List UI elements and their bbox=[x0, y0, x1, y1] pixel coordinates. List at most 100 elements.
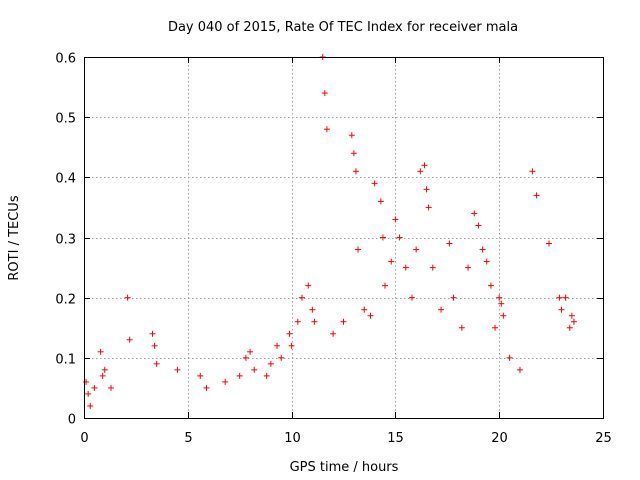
data-point bbox=[388, 258, 395, 265]
data-point bbox=[568, 312, 575, 319]
data-point bbox=[197, 372, 204, 379]
data-point bbox=[107, 384, 114, 391]
y-tick-label: 0.4 bbox=[55, 172, 76, 187]
data-point bbox=[203, 384, 210, 391]
y-tick-label: 0 bbox=[68, 413, 76, 428]
data-point bbox=[371, 180, 378, 187]
data-point bbox=[379, 234, 386, 241]
grid bbox=[84, 57, 603, 418]
x-tick-label: 0 bbox=[80, 431, 88, 446]
x-axis-label: GPS time / hours bbox=[290, 460, 399, 475]
data-point bbox=[417, 168, 424, 175]
data-point bbox=[298, 294, 305, 301]
data-point bbox=[91, 384, 98, 391]
data-point bbox=[516, 366, 523, 373]
x-tick-label: 20 bbox=[491, 431, 508, 446]
data-point bbox=[458, 324, 465, 331]
data-point bbox=[483, 258, 490, 265]
data-point bbox=[294, 318, 301, 325]
y-tick-label: 0.6 bbox=[55, 52, 76, 67]
data-point bbox=[311, 318, 318, 325]
data-point bbox=[425, 204, 432, 211]
data-point bbox=[242, 354, 249, 361]
data-point bbox=[340, 318, 347, 325]
data-point bbox=[286, 330, 293, 337]
data-point bbox=[529, 168, 536, 175]
data-point bbox=[500, 312, 507, 319]
data-point bbox=[236, 372, 243, 379]
data-point bbox=[126, 336, 133, 343]
data-point bbox=[409, 294, 416, 301]
data-point bbox=[101, 366, 108, 373]
data-point bbox=[174, 366, 181, 373]
data-point bbox=[83, 378, 90, 385]
data-point bbox=[392, 216, 399, 223]
data-point bbox=[533, 192, 540, 199]
axis-ticks: 0 5 10 15 20 25 0 0.1 0.2 0.3 0.4 0.5 0.6 bbox=[55, 52, 611, 447]
data-point bbox=[153, 360, 160, 367]
data-point bbox=[546, 240, 553, 247]
x-tick-label: 25 bbox=[595, 431, 612, 446]
data-point bbox=[438, 306, 445, 313]
data-point bbox=[85, 390, 92, 397]
data-point bbox=[305, 282, 312, 289]
data-points bbox=[83, 54, 577, 409]
y-tick-label: 0.5 bbox=[55, 112, 76, 127]
data-point bbox=[87, 402, 94, 409]
chart-title: Day 040 of 2015, Rate Of TEC Index for r… bbox=[168, 20, 518, 35]
data-point bbox=[251, 366, 258, 373]
data-point bbox=[350, 150, 357, 157]
data-point bbox=[498, 300, 505, 307]
data-point bbox=[506, 354, 513, 361]
data-point bbox=[151, 342, 158, 349]
data-point bbox=[566, 324, 573, 331]
data-point bbox=[487, 282, 494, 289]
data-point bbox=[471, 210, 478, 217]
data-point bbox=[558, 306, 565, 313]
data-point bbox=[450, 294, 457, 301]
data-point bbox=[423, 186, 430, 193]
data-point bbox=[267, 360, 274, 367]
data-point bbox=[475, 222, 482, 229]
data-point bbox=[323, 126, 330, 133]
data-point bbox=[263, 372, 270, 379]
data-point bbox=[570, 318, 577, 325]
data-point bbox=[321, 90, 328, 97]
data-point bbox=[288, 342, 295, 349]
data-point bbox=[496, 294, 503, 301]
data-point bbox=[124, 294, 131, 301]
data-point bbox=[396, 234, 403, 241]
data-point bbox=[382, 282, 389, 289]
x-tick-label: 5 bbox=[184, 431, 192, 446]
data-point bbox=[465, 264, 472, 271]
data-point bbox=[429, 264, 436, 271]
data-point bbox=[562, 294, 569, 301]
data-point bbox=[402, 264, 409, 271]
data-point bbox=[222, 378, 229, 385]
data-point bbox=[377, 198, 384, 205]
y-axis-label: ROTI / TECUs bbox=[7, 195, 22, 280]
data-point bbox=[330, 330, 337, 337]
data-point bbox=[355, 246, 362, 253]
data-point bbox=[367, 312, 374, 319]
data-point bbox=[309, 306, 316, 313]
data-point bbox=[247, 348, 254, 355]
x-tick-label: 15 bbox=[387, 431, 404, 446]
data-point bbox=[352, 168, 359, 175]
y-tick-label: 0.1 bbox=[55, 353, 76, 368]
data-point bbox=[492, 324, 499, 331]
data-point bbox=[479, 246, 486, 253]
x-tick-label: 10 bbox=[284, 431, 301, 446]
data-point bbox=[99, 372, 106, 379]
y-tick-label: 0.2 bbox=[55, 293, 76, 308]
data-point bbox=[361, 306, 368, 313]
data-point bbox=[149, 330, 156, 337]
data-point bbox=[421, 162, 428, 169]
data-point bbox=[348, 132, 355, 139]
data-point bbox=[274, 342, 281, 349]
data-point bbox=[97, 348, 104, 355]
data-point bbox=[413, 246, 420, 253]
data-point bbox=[278, 354, 285, 361]
data-point bbox=[556, 294, 563, 301]
